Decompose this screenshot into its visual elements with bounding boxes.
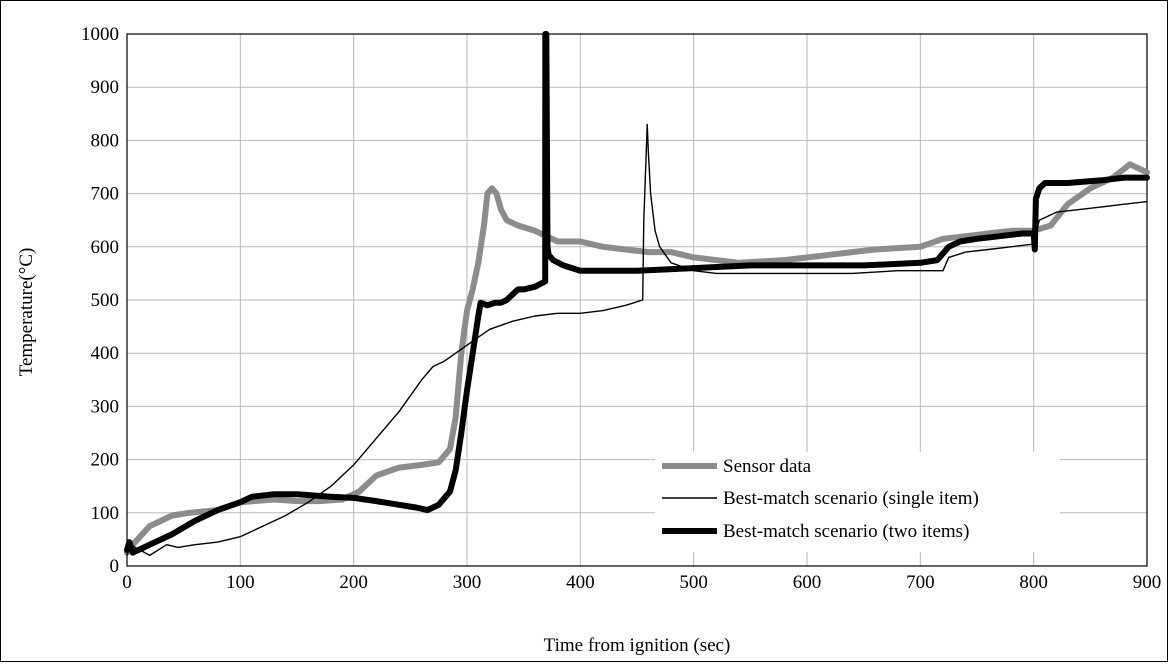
y-tick-label: 100 (91, 503, 120, 524)
series-layer (124, 31, 1150, 557)
tick-labels: 0 100 200 300 400 500 600 700 800 900 0 100 200 300 40… (81, 24, 1161, 593)
y-tick-label: 600 (91, 237, 120, 258)
legend-label-single-item: Best-match scenario (single item) (723, 488, 979, 509)
series-line-single-item (126, 123, 1148, 557)
y-tick-label: 200 (91, 450, 120, 471)
series-line-sensor-data (124, 161, 1150, 556)
x-tick-label: 200 (339, 572, 368, 593)
y-axis-title: Temperature(°C) (16, 248, 37, 377)
x-axis-title: Time from ignition (sec) (544, 635, 731, 656)
x-tick-label: 500 (679, 572, 708, 593)
y-tick-label: 900 (91, 77, 120, 98)
legend-background (655, 452, 1060, 552)
y-tick-label: 1000 (81, 24, 119, 45)
legend-label-two-items: Best-match scenario (two items) (723, 521, 969, 542)
x-tick-label: 800 (1019, 572, 1048, 593)
y-tick-label: 700 (91, 184, 120, 205)
x-tick-label: 700 (906, 572, 935, 593)
y-tick-label: 400 (91, 343, 120, 364)
series-line-two-items (124, 31, 1150, 556)
legend-label-sensor-data: Sensor data (723, 456, 812, 477)
x-tick-label: 900 (1133, 572, 1162, 593)
y-tick-label: 800 (91, 130, 120, 151)
x-tick-label: 300 (453, 572, 482, 593)
y-tick-label: 300 (91, 396, 120, 417)
x-tick-label: 600 (793, 572, 822, 593)
y-tick-label: 500 (91, 290, 120, 311)
x-tick-label: 400 (566, 572, 595, 593)
x-tick-label: 100 (226, 572, 255, 593)
y-tick-label: 0 (110, 556, 120, 577)
plot-area (126, 33, 1148, 567)
legend: Sensor data Best-match scenario (single … (655, 452, 1060, 552)
x-tick-label: 0 (122, 572, 132, 593)
